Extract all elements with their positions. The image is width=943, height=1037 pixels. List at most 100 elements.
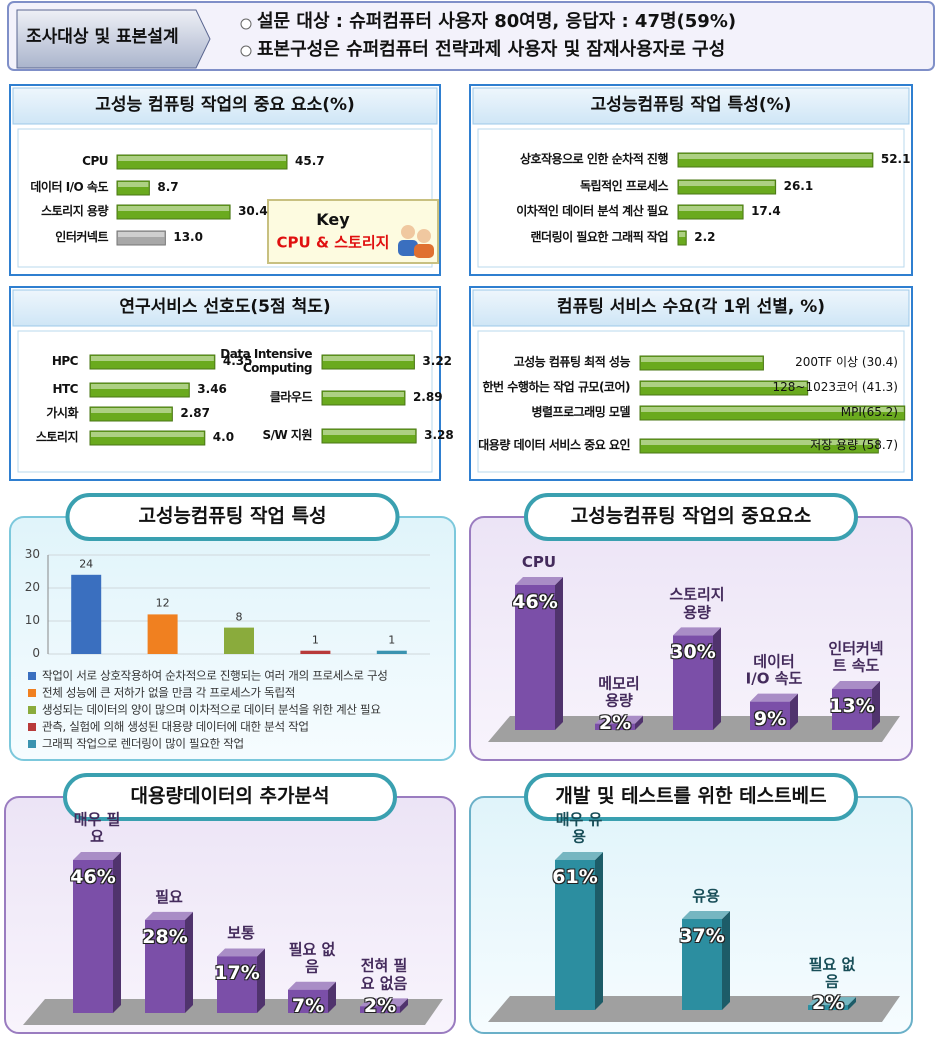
value-label: 2.89 [412,390,443,405]
bar [73,860,113,1013]
header-line: 설문 대상 : 슈퍼컴퓨터 사용자 80여명, 응답자 : 47명(59%) [257,11,737,32]
value-label: 30.4 [238,204,268,219]
bar-highlight [641,357,763,362]
bar-top [217,948,265,957]
bar [360,1006,400,1013]
value-label: 저장 용량 (58.7) [810,438,898,453]
icon [398,240,418,256]
category-label: 매우 필요 [73,810,121,846]
legend-swatch [28,672,36,680]
bar [300,650,331,654]
value-label: MPI(65.2) [840,405,898,420]
y-tick-label: 0 [32,646,40,661]
value-label: 12 [155,597,170,611]
bar [682,919,722,1010]
bar-side [872,681,880,730]
value-label: 8 [235,610,243,624]
bar-highlight [641,407,904,412]
value-label: 3.22 [422,354,453,369]
category-label: 병렬프로그래밍 모델 [531,405,630,420]
bar-highlight [91,408,172,413]
legend-label: 전체 성능에 큰 저하가 없을 만큼 각 프로세스가 독립적 [42,685,296,700]
bar-side [595,852,603,1010]
icon [417,229,431,243]
panel-title: 고성능컴퓨팅 작업 특성 [138,505,327,528]
category-label: 독립적인 프로세스 [580,179,669,194]
bar-side [328,981,336,1013]
legend-swatch [28,689,36,697]
icon [401,225,415,239]
value-label: 2% [598,712,632,735]
category-label: 데이터I/O 속도 [745,652,803,688]
title-pill [524,493,858,541]
bar-highlight [679,154,872,159]
legend-label: 관측, 실험에 의해 생성된 대용량 데이터에 대한 분석 작업 [42,719,309,734]
bar-highlight [679,181,775,186]
panel-title: 고성능 컴퓨팅 작업의 중요 요소(%) [95,95,355,116]
bar [89,430,206,446]
bar [288,989,328,1013]
panel-header [12,289,438,327]
category-label: 인터커넥트 속도 [828,639,884,675]
category-label: HPC [51,354,79,369]
category-label: 상호작용으로 인한 순차적 진행 [519,152,669,167]
y-tick-label: 20 [24,580,40,595]
value-label: 8.7 [157,180,179,195]
value-label: 200TF 이상 (30.4) [795,355,898,370]
value-label: 26.1 [783,179,814,194]
value-label: 9% [753,707,787,730]
bar [639,355,764,371]
panel-header [472,87,910,125]
value-label: 7% [291,995,325,1018]
bar [677,152,874,168]
header-tag [16,9,211,69]
value-label: 24 [79,557,94,571]
value-label: 3.46 [197,382,227,397]
bar-side [257,948,265,1013]
bar-top [808,997,856,1006]
bar-side [635,715,643,730]
bar [224,627,254,654]
bar-highlight [118,206,230,211]
bar-top [360,998,408,1007]
category-label: 클라우드 [269,390,313,405]
legend-swatch [28,723,36,731]
value-label: 128~1023코어 (41.3) [772,380,898,395]
value-label: 2% [363,995,397,1018]
value-label: 30% [670,641,716,664]
title-pill [63,773,397,821]
bar [147,614,178,654]
bar [673,635,713,730]
bar-side [848,997,856,1010]
bar [808,1005,848,1010]
bar-highlight [641,440,878,445]
bar-top [595,715,643,724]
header-box [7,1,935,71]
value-label: 2.2 [694,230,716,245]
bar-side [113,852,121,1013]
category-label: 인터커넥트 [55,230,108,245]
category-label: 필요 없음 [288,940,336,976]
panel-header [12,87,438,125]
bar [116,180,150,196]
bar [116,154,288,170]
bar-highlight [641,382,807,387]
bar-top [73,852,121,860]
value-label: 2.87 [180,406,210,421]
bar [321,428,417,444]
category-label: 보통 [227,924,255,943]
bar-highlight [118,182,149,187]
title-pill [65,493,400,541]
bar [677,204,744,220]
value-label: 28% [142,925,188,948]
bar [595,723,635,730]
value-label: 17.4 [751,204,781,219]
bar-highlight [91,432,204,437]
bar-top [673,627,721,636]
category-label: 필요 없음 [808,955,856,991]
category-label: 랜더링이 필요한 그래픽 작업 [530,230,668,245]
header-line: 표본구성은 슈퍼컴퓨터 전략과제 사용자 및 잠재사용자로 구성 [257,39,726,60]
bar-side [713,627,721,730]
